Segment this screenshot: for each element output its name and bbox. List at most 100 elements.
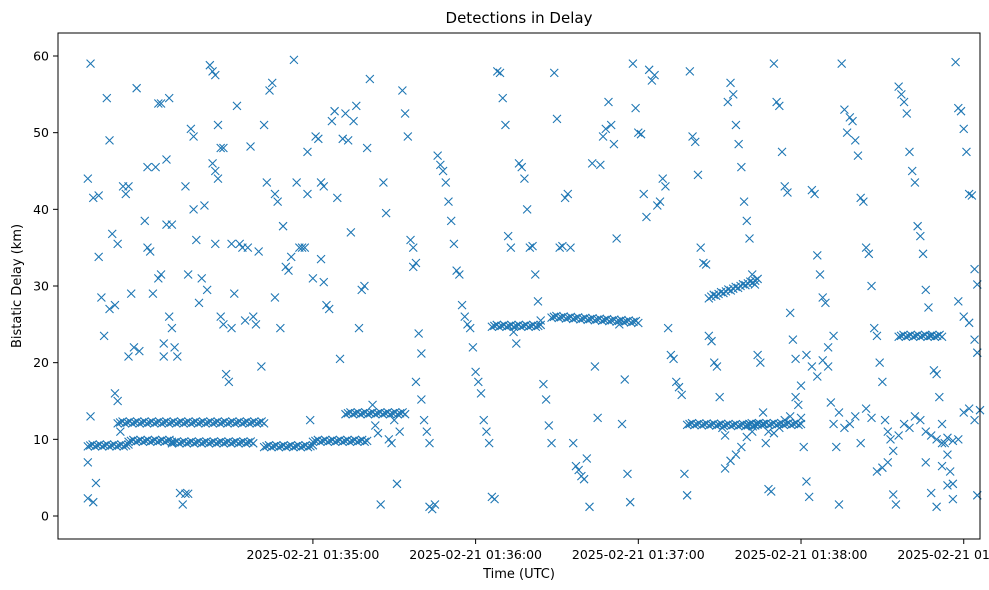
data-point-250 <box>671 377 681 387</box>
data-point-274 <box>736 162 746 172</box>
data-point-53 <box>181 181 190 191</box>
data-point-362 <box>921 457 931 467</box>
data-point-696 <box>719 421 728 431</box>
data-point-272 <box>731 120 741 130</box>
data-point-40 <box>159 339 169 348</box>
data-point-96 <box>270 293 280 302</box>
data-point-345 <box>929 365 939 375</box>
data-point-273 <box>734 139 744 149</box>
data-point-105 <box>297 243 307 253</box>
data-point-699 <box>726 421 736 431</box>
data-point-409 <box>785 411 795 421</box>
data-point-125 <box>343 135 353 145</box>
data-point-758 <box>901 332 911 342</box>
data-point-179 <box>479 415 489 425</box>
data-point-158 <box>425 438 434 448</box>
data-point-90 <box>259 120 269 130</box>
data-point-346 <box>932 369 942 379</box>
data-point-225 <box>604 97 613 107</box>
data-point-723 <box>771 420 781 430</box>
data-point-417 <box>742 432 752 442</box>
data-point-186 <box>498 93 508 103</box>
data-point-234 <box>628 59 638 69</box>
data-point-324 <box>872 331 882 341</box>
data-point-368 <box>953 296 963 306</box>
data-point-39 <box>159 352 169 361</box>
data-point-219 <box>587 158 597 168</box>
data-point-299 <box>804 492 814 502</box>
data-point-109 <box>305 415 315 425</box>
data-point-288 <box>774 101 784 111</box>
data-point-486 <box>90 441 100 451</box>
data-point-578 <box>315 437 325 447</box>
data-point-256 <box>688 132 697 141</box>
data-point-3 <box>83 493 93 503</box>
data-point-129 <box>354 323 364 333</box>
data-point-316 <box>850 135 860 145</box>
data-point-404 <box>812 372 822 381</box>
data-point-412 <box>769 428 779 438</box>
data-point-560 <box>274 442 284 452</box>
data-point-504 <box>131 437 141 447</box>
data-point-290 <box>780 181 790 191</box>
data-point-420 <box>726 456 735 466</box>
data-point-187 <box>501 120 510 130</box>
data-point-340 <box>915 231 925 241</box>
data-point-247 <box>663 323 673 333</box>
data-point-610 <box>370 409 380 419</box>
data-point-711 <box>742 420 752 430</box>
data-point-440 <box>157 418 166 428</box>
data-point-733 <box>796 419 806 429</box>
data-point-33 <box>148 289 158 299</box>
data-point-650 <box>561 314 571 323</box>
data-point-81 <box>235 239 245 249</box>
data-point-173 <box>463 319 472 329</box>
data-point-266 <box>715 392 725 402</box>
data-point-729 <box>786 420 796 430</box>
data-point-16 <box>110 300 120 310</box>
data-point-87 <box>251 319 261 329</box>
data-point-98 <box>278 221 288 231</box>
data-point-45 <box>164 312 174 322</box>
y-tick-label-2: 20 <box>33 355 49 370</box>
data-point-72 <box>219 143 228 153</box>
data-point-309 <box>831 442 841 452</box>
data-point-305 <box>821 298 830 308</box>
data-point-773 <box>937 332 947 342</box>
data-point-263 <box>707 336 716 346</box>
data-point-392 <box>877 463 887 473</box>
data-point-118 <box>324 304 334 314</box>
data-point-601 <box>348 409 358 419</box>
data-point-516 <box>160 437 170 447</box>
data-point-264 <box>709 358 719 368</box>
data-point-230 <box>617 419 627 429</box>
data-point-30 <box>143 162 152 172</box>
data-point-302 <box>812 250 822 260</box>
data-point-223 <box>598 132 608 141</box>
data-point-693 <box>711 421 721 430</box>
data-point-396 <box>856 438 866 448</box>
data-point-152 <box>414 329 424 338</box>
data-point-245 <box>658 174 668 184</box>
data-point-467 <box>223 418 232 428</box>
data-point-213 <box>571 461 581 471</box>
data-point-31 <box>143 243 152 253</box>
data-point-199 <box>533 296 543 306</box>
data-point-57 <box>189 204 198 214</box>
data-point-754 <box>753 274 763 284</box>
x-axis-label: Time (UTC) <box>482 567 555 582</box>
data-point-239 <box>642 212 651 222</box>
data-point-265 <box>712 362 722 371</box>
data-point-317 <box>853 151 863 161</box>
data-point-170 <box>454 270 464 279</box>
data-point-188 <box>503 231 513 241</box>
data-point-11 <box>99 331 109 341</box>
data-point-681 <box>682 420 692 430</box>
data-point-84 <box>243 243 253 253</box>
data-point-390 <box>888 446 898 456</box>
data-point-529 <box>189 438 199 448</box>
data-point-168 <box>449 239 459 249</box>
data-point-473 <box>237 418 247 428</box>
data-point-58 <box>191 235 201 245</box>
